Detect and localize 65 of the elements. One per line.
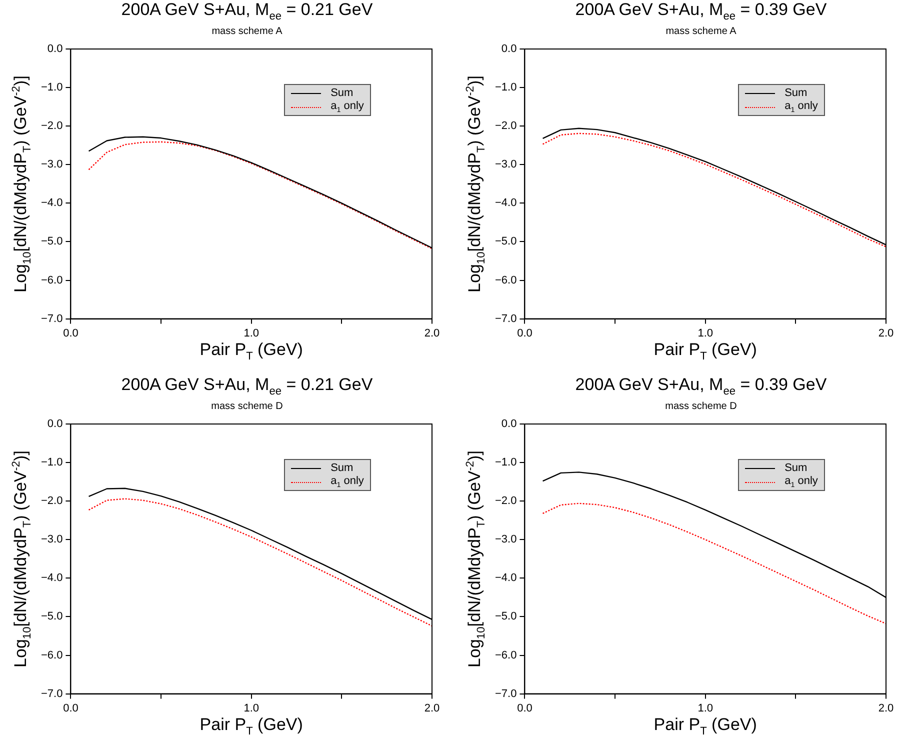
y-tick-label: 0.0 xyxy=(501,43,517,56)
legend-label: Sum xyxy=(784,87,808,100)
y-tick-label: −7.0 xyxy=(494,688,517,700)
y-tick-label: −1.0 xyxy=(40,82,63,94)
legend-label: a$_{1}$ only xyxy=(330,474,364,490)
y-tick-label: −3.0 xyxy=(494,158,517,171)
y-tick-label: −2.0 xyxy=(40,120,63,132)
y-tick-label: −7.0 xyxy=(40,688,63,700)
y-tick-label: −2.0 xyxy=(494,120,517,132)
y-tick-label: −6.0 xyxy=(40,649,63,662)
legend-label: a$_{1}$ only xyxy=(330,100,364,114)
legend-label: a$_{1}$ only xyxy=(784,474,818,490)
x-tick-label: 0.0 xyxy=(517,702,532,714)
x-tick-label: 1.0 xyxy=(244,702,260,714)
y-tick-label: −6.0 xyxy=(494,274,517,286)
x-axis-title: Pair P$_{T}$ (GeV) xyxy=(654,340,757,362)
x-tick-label: 0.0 xyxy=(63,702,78,714)
x-tick-label: 2.0 xyxy=(878,327,894,340)
x-tick-label: 1.0 xyxy=(244,327,260,340)
x-tick-label: 0.0 xyxy=(63,327,78,340)
y-tick-label: −2.0 xyxy=(40,495,63,508)
y-tick-label: −5.0 xyxy=(40,236,63,248)
chart-subtitle: mass scheme D xyxy=(664,401,738,412)
x-tick-label: 1.0 xyxy=(698,702,714,714)
y-tick-label: −7.0 xyxy=(40,312,63,325)
x-tick-label: 1.0 xyxy=(698,327,714,340)
x-axis-title: Pair P$_{T}$ (GeV) xyxy=(200,340,303,362)
y-tick-label: 0.0 xyxy=(47,43,63,56)
y-tick-label: −6.0 xyxy=(40,274,63,286)
y-tick-label: −3.0 xyxy=(494,534,517,546)
legend-label: Sum xyxy=(784,462,808,474)
y-tick-label: −4.0 xyxy=(40,572,63,584)
y-tick-label: −4.0 xyxy=(494,572,517,584)
x-tick-label: 2.0 xyxy=(424,327,440,340)
y-tick-label: −1.0 xyxy=(494,456,517,469)
y-tick-label: −6.0 xyxy=(494,649,517,662)
chart-title: 200A GeV S+Au, M$_{ee}$ = 0.21 GeV xyxy=(120,0,374,22)
chart-subtitle: mass scheme D xyxy=(210,401,284,412)
y-tick-label: −1.0 xyxy=(494,82,517,94)
y-tick-label: −4.0 xyxy=(40,197,63,210)
y-tick-label: −7.0 xyxy=(494,312,517,325)
chart-subtitle: mass scheme A xyxy=(664,26,738,37)
y-tick-label: −5.0 xyxy=(494,610,517,623)
y-tick-label: −4.0 xyxy=(494,197,517,210)
legend-label: Sum xyxy=(330,462,354,474)
chart-subtitle: mass scheme A xyxy=(210,26,284,37)
y-tick-label: −1.0 xyxy=(40,456,63,469)
chart-title: 200A GeV S+Au, M$_{ee}$ = 0.39 GeV xyxy=(574,375,828,398)
x-tick-label: 2.0 xyxy=(878,702,894,714)
y-tick-label: −5.0 xyxy=(40,610,63,623)
y-tick-label: −2.0 xyxy=(494,495,517,508)
legend-label: a$_{1}$ only xyxy=(784,100,818,114)
x-tick-label: 0.0 xyxy=(517,327,532,340)
y-tick-label: −3.0 xyxy=(40,534,63,546)
line-series xyxy=(542,502,886,624)
y-tick-label: 0.0 xyxy=(501,418,517,430)
x-axis-title: Pair P$_{T}$ (GeV) xyxy=(654,715,757,738)
chart-title: 200A GeV S+Au, M$_{ee}$ = 0.21 GeV xyxy=(120,375,374,398)
y-tick-label: −5.0 xyxy=(494,236,517,248)
x-tick-label: 2.0 xyxy=(424,702,440,714)
chart-title: 200A GeV S+Au, M$_{ee}$ = 0.39 GeV xyxy=(574,0,828,22)
legend-label: Sum xyxy=(330,87,354,100)
y-tick-label: −3.0 xyxy=(40,158,63,171)
y-tick-label: 0.0 xyxy=(47,418,63,430)
x-axis-title: Pair P$_{T}$ (GeV) xyxy=(200,715,303,738)
